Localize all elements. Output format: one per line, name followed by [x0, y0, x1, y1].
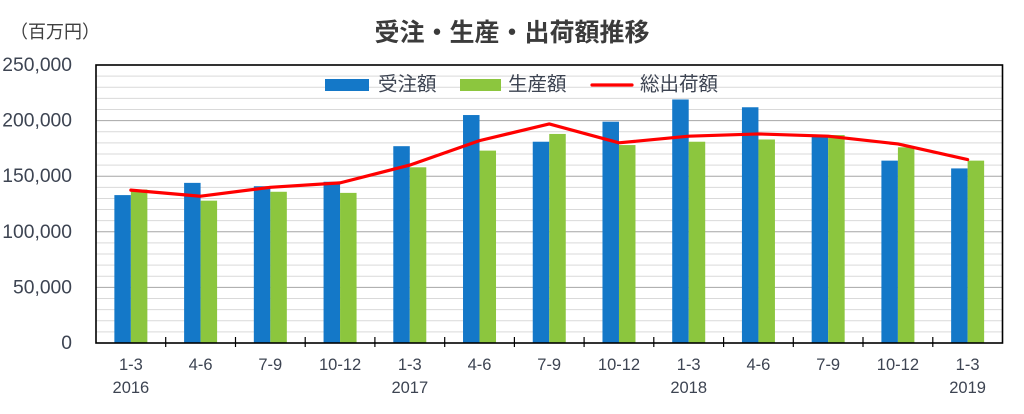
svg-text:4-6: 4-6: [746, 356, 770, 374]
svg-text:1-3: 1-3: [119, 356, 143, 374]
svg-text:10-12: 10-12: [319, 356, 361, 374]
svg-text:10-12: 10-12: [877, 356, 919, 374]
svg-text:250,000: 250,000: [2, 55, 72, 76]
svg-text:7-9: 7-9: [258, 356, 282, 374]
svg-text:受注額: 受注額: [378, 74, 437, 96]
svg-text:7-9: 7-9: [816, 356, 840, 374]
svg-text:2019: 2019: [949, 379, 986, 397]
svg-text:50,000: 50,000: [13, 277, 72, 298]
svg-text:2016: 2016: [113, 379, 150, 397]
svg-text:150,000: 150,000: [2, 166, 72, 187]
svg-text:4-6: 4-6: [189, 356, 213, 374]
svg-text:2017: 2017: [391, 379, 428, 397]
svg-text:生産額: 生産額: [508, 74, 567, 96]
svg-text:2018: 2018: [670, 379, 707, 397]
svg-text:1-3: 1-3: [677, 356, 701, 374]
svg-text:1-3: 1-3: [398, 356, 422, 374]
svg-text:10-12: 10-12: [598, 356, 640, 374]
svg-text:100,000: 100,000: [2, 222, 72, 243]
svg-text:4-6: 4-6: [468, 356, 492, 374]
svg-text:総出荷額: 総出荷額: [640, 74, 719, 96]
svg-text:1-3: 1-3: [956, 356, 980, 374]
svg-text:0: 0: [61, 333, 72, 354]
svg-text:200,000: 200,000: [2, 111, 72, 132]
svg-text:7-9: 7-9: [537, 356, 561, 374]
